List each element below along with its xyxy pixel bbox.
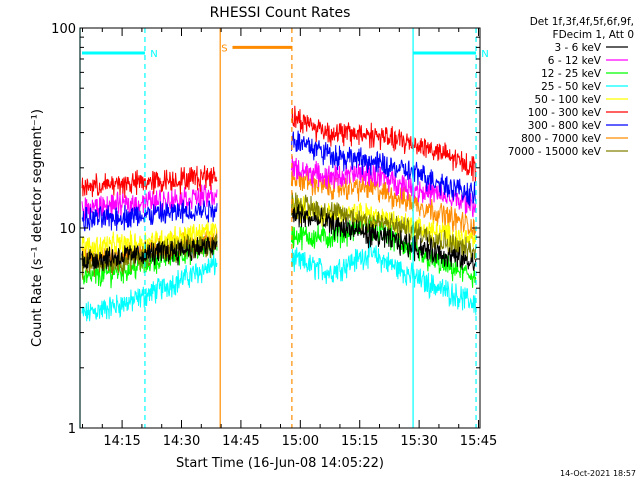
y-tick-label: 10	[59, 222, 76, 237]
series-line-100-300-kev	[81, 105, 477, 199]
x-tick-label: 15:45	[460, 434, 497, 449]
series-layer	[81, 105, 477, 322]
x-tick-label: 15:30	[400, 434, 437, 449]
y-tick-label: 100	[51, 22, 76, 37]
legend: Det 1f,3f,4f,5f,6f,9f,FDecim 1, Att 03 -…	[508, 16, 634, 158]
x-axis-label: Start Time (16-Jun-08 14:05:22)	[176, 456, 384, 471]
attenuator-markers: N NS	[81, 43, 489, 60]
legend-label-3-6-kev: 3 - 6 keV	[554, 42, 601, 54]
legend-header-line: Det 1f,3f,4f,5f,6f,9f,	[530, 16, 634, 28]
marker-label-0: N	[150, 49, 157, 60]
y-axis-label: Count Rate (s⁻¹ detector segment⁻¹)	[30, 109, 45, 347]
series-line-25-50-kev	[81, 238, 477, 322]
legend-label-800-7000-kev: 800 - 7000 keV	[521, 133, 602, 145]
marker-label-2: S	[221, 43, 227, 54]
axis-ticks: 14:15 14:30 14:45 15:00 15:15 15:30 15:45 1 10 10…	[51, 22, 497, 449]
legend-header-line: FDecim 1, Att 0	[553, 29, 634, 41]
timestamp: 14-Oct-2021 18:57	[560, 469, 636, 478]
legend-label-25-50-kev: 25 - 50 keV	[541, 81, 602, 93]
series-line-3-6-kev	[81, 204, 477, 271]
chart-title: RHESSI Count Rates	[210, 5, 351, 21]
legend-label-6-12-kev: 6 - 12 keV	[548, 55, 602, 67]
legend-label-7000-15000-kev: 7000 - 15000 keV	[508, 146, 602, 158]
series-line-6-12-kev	[81, 155, 477, 221]
x-tick-label: 15:00	[282, 434, 319, 449]
series-line-300-800-kev	[81, 130, 477, 232]
legend-label-50-100-kev: 50 - 100 keV	[534, 94, 601, 106]
x-tick-label: 15:15	[341, 434, 378, 449]
legend-label-100-300-kev: 100 - 300 keV	[528, 107, 602, 119]
x-tick-label: 14:45	[222, 434, 259, 449]
x-tick-label: 14:30	[163, 434, 200, 449]
legend-label-12-25-kev: 12 - 25 keV	[541, 68, 602, 80]
legend-label-300-800-kev: 300 - 800 keV	[528, 120, 602, 132]
marker-label-1: N	[481, 49, 488, 60]
y-tick-label: 1	[68, 422, 76, 437]
x-tick-label: 14:15	[103, 434, 140, 449]
